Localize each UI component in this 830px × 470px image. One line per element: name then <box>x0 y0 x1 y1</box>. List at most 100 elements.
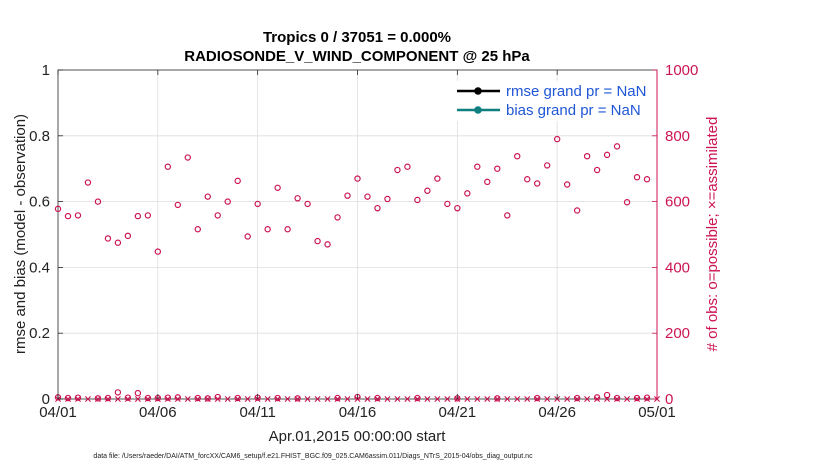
obs-assimilated-stroke <box>504 396 511 402</box>
obs-possible-point <box>104 394 112 402</box>
obs-assimilated-stroke <box>604 396 611 402</box>
obs-assimilated-point <box>224 396 231 402</box>
obs-assimilated-point <box>444 396 451 402</box>
obs-assimilated-stroke <box>514 396 521 402</box>
y-tick-label: 0.8 <box>29 128 50 145</box>
obs-possible-point <box>593 166 601 174</box>
obs-possible-point <box>304 200 311 208</box>
obs-possible-point <box>603 391 611 399</box>
obs-possible-point <box>494 395 501 402</box>
obs-possible-point <box>244 233 251 240</box>
obs-possible-point <box>164 394 172 401</box>
obs-possible-point <box>623 199 631 206</box>
obs-possible-point <box>94 395 102 402</box>
obs-possible-point <box>234 177 241 185</box>
obs-assimilated-stroke <box>204 396 211 402</box>
obs-assimilated-stroke <box>234 396 241 402</box>
obs-possible-point <box>583 152 591 160</box>
obs-assimilated-point <box>434 396 441 402</box>
obs-assimilated-point <box>214 396 221 402</box>
obs-assimilated-point <box>184 396 191 402</box>
obs-assimilated-point <box>464 396 471 402</box>
obs-possible-point <box>224 198 231 205</box>
obs-possible-point <box>264 226 271 233</box>
legend-marker-bias <box>474 106 482 114</box>
obs-possible-point <box>414 394 421 402</box>
obs-assimilated-stroke <box>524 396 531 402</box>
obs-possible-point <box>633 394 641 402</box>
obs-possible-point <box>124 394 132 401</box>
x-tick-label: 04/26 <box>538 404 576 421</box>
y-tick-label: 1 <box>42 62 50 79</box>
obs-assimilated-point <box>174 396 181 402</box>
obs-assimilated-point <box>284 396 291 402</box>
obs-assimilated-point <box>304 396 311 402</box>
obs-possible-point <box>524 176 531 183</box>
obs-assimilated-point <box>564 396 571 402</box>
obs-possible-point <box>364 193 371 200</box>
x-tick-label: 04/11 <box>239 404 275 421</box>
obs-possible-point <box>334 214 341 221</box>
obs-assimilated-stroke <box>494 396 501 402</box>
obs-possible-point <box>104 235 112 242</box>
obs-assimilated-stroke <box>244 396 251 402</box>
obs-assimilated-stroke <box>144 396 151 402</box>
obs-possible-point <box>573 394 581 402</box>
y-tick-label: 0.2 <box>29 325 50 342</box>
legend-label-bias: bias grand pr = NaN <box>506 102 641 119</box>
obs-assimilated-stroke <box>214 396 221 402</box>
obs-assimilated-point <box>524 396 531 402</box>
y2-tick-label: 400 <box>665 259 690 276</box>
obs-possible-point <box>64 394 72 402</box>
obs-assimilated-point <box>534 396 541 402</box>
obs-possible-point <box>294 395 301 402</box>
obs-possible-point <box>643 176 651 183</box>
obs-possible-point <box>124 232 132 240</box>
obs-assimilated-point <box>194 396 201 402</box>
grid-lines <box>58 70 657 399</box>
obs-assimilated-point <box>634 396 641 402</box>
y-tick-label: 0.4 <box>29 259 50 276</box>
obs-possible-point <box>74 394 82 401</box>
y-tick-label: 0 <box>42 391 50 408</box>
obs-assimilated-point <box>124 396 131 402</box>
obs-assimilated-stroke <box>194 396 201 402</box>
obs-assimilated-stroke <box>644 396 651 402</box>
obs-possible-point <box>74 212 82 219</box>
obs-possible-point <box>144 212 152 219</box>
obs-assimilated-point <box>74 396 81 402</box>
obs-assimilated-stroke <box>614 396 621 402</box>
obs-assimilated-stroke <box>584 396 591 402</box>
y2-tick-label: 200 <box>665 325 690 342</box>
obs-assimilated-stroke <box>334 396 341 402</box>
obs-assimilated-stroke <box>64 396 71 402</box>
obs-possible-point <box>204 395 211 402</box>
legend-marker-rmse <box>474 87 482 95</box>
obs-assimilated-stroke <box>84 396 91 402</box>
x-tick-label: 04/21 <box>439 404 477 421</box>
obs-assimilated-point <box>134 396 141 402</box>
obs-assimilated-stroke <box>164 396 171 402</box>
obs-possible-point <box>553 135 561 143</box>
obs-possible-point <box>114 239 122 246</box>
obs-assimilated-stroke <box>114 396 121 402</box>
obs-possible-point <box>254 200 261 208</box>
obs-possible-point <box>334 394 341 402</box>
obs-assimilated-point <box>144 396 151 402</box>
obs-assimilated-stroke <box>564 396 571 402</box>
obs-possible-point <box>354 175 361 182</box>
obs-assimilated-point <box>644 396 651 402</box>
obs-possible-point <box>514 152 521 160</box>
obs-assimilated-stroke <box>394 396 401 402</box>
obs-possible-point <box>474 163 481 170</box>
legend-box <box>453 81 647 121</box>
y2-tick-label: 0 <box>665 391 673 408</box>
obs-assimilated-point <box>544 396 551 402</box>
obs-assimilated-stroke <box>634 396 641 402</box>
obs-assimilated-point <box>614 396 621 402</box>
obs-possible-point <box>414 196 421 204</box>
obs-possible-point <box>504 212 511 219</box>
obs-possible-point <box>194 226 201 233</box>
obs-assimilated-stroke <box>434 396 441 402</box>
obs-assimilated-stroke <box>104 396 111 402</box>
